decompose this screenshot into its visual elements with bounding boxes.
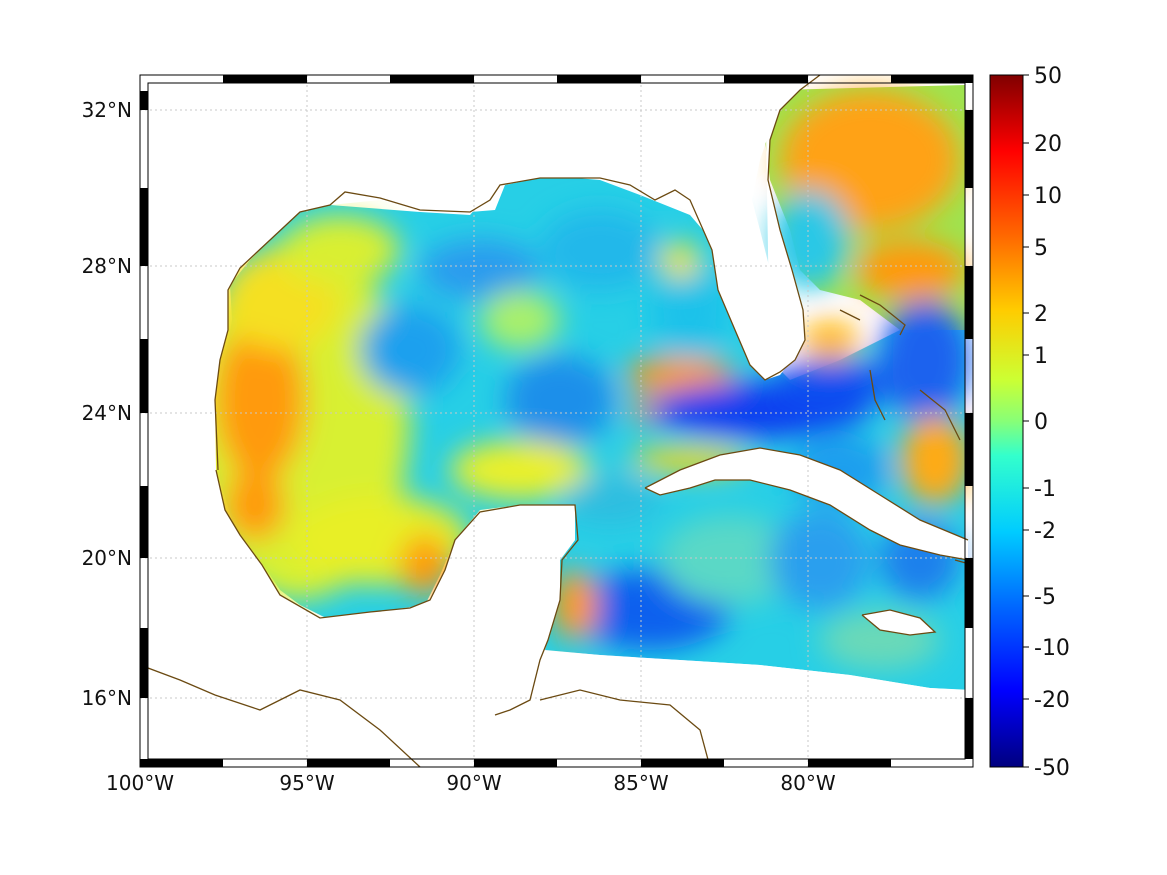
mexico-coastline — [215, 469, 579, 716]
colorbar-tick-label: -2 — [1034, 519, 1056, 544]
colorbar-tick-label: 50 — [1034, 64, 1062, 89]
x-tick-label: 95°W — [279, 771, 334, 795]
colorbar-tick-label: -1 — [1034, 477, 1056, 502]
colorbar-tick-label: -20 — [1034, 688, 1070, 713]
x-axis-labels: 100°W 95°W 90°W 85°W 80°W — [106, 771, 836, 795]
cuba-coastline — [644, 447, 969, 561]
us-gulf-coastline — [214, 75, 821, 471]
colorbar-tick-label: 5 — [1034, 236, 1048, 261]
y-tick-label: 32°N — [82, 98, 132, 122]
colorbar-tick-label: -5 — [1034, 585, 1056, 610]
y-tick-label: 24°N — [82, 401, 132, 425]
colorbar-tick-label: 20 — [1034, 132, 1062, 157]
colorbar-tick-label: -50 — [1034, 756, 1070, 781]
heatmap-field — [140, 75, 973, 767]
central-america-coastline — [140, 664, 711, 767]
y-tick-label: 20°N — [82, 546, 132, 570]
colorbar-tick-label: 0 — [1034, 410, 1048, 435]
colorbar-gradient — [989, 74, 1024, 768]
land-mask — [140, 75, 973, 767]
coastlines — [140, 75, 973, 767]
bahamas-coastline — [839, 294, 961, 441]
colorbar: 50 20 10 5 2 1 0 -1 -2 -5 -10 -20 -50 — [989, 64, 1070, 781]
colorbar-tick-label: 10 — [1034, 184, 1062, 209]
grid-lines — [140, 75, 973, 767]
map-frame — [139, 74, 974, 768]
x-tick-label: 90°W — [446, 771, 501, 795]
colorbar-tick-label: 1 — [1034, 344, 1048, 369]
y-tick-label: 16°N — [82, 686, 132, 710]
colorbar-tick-label: 2 — [1034, 302, 1048, 327]
x-tick-label: 85°W — [613, 771, 668, 795]
x-tick-label: 80°W — [780, 771, 835, 795]
jamaica-coastline — [861, 609, 937, 636]
x-tick-label: 100°W — [106, 771, 174, 795]
y-tick-label: 28°N — [82, 254, 132, 278]
colorbar-tick-label: -10 — [1034, 636, 1070, 661]
y-axis-labels: 32°N 28°N 24°N 20°N 16°N — [82, 98, 132, 710]
